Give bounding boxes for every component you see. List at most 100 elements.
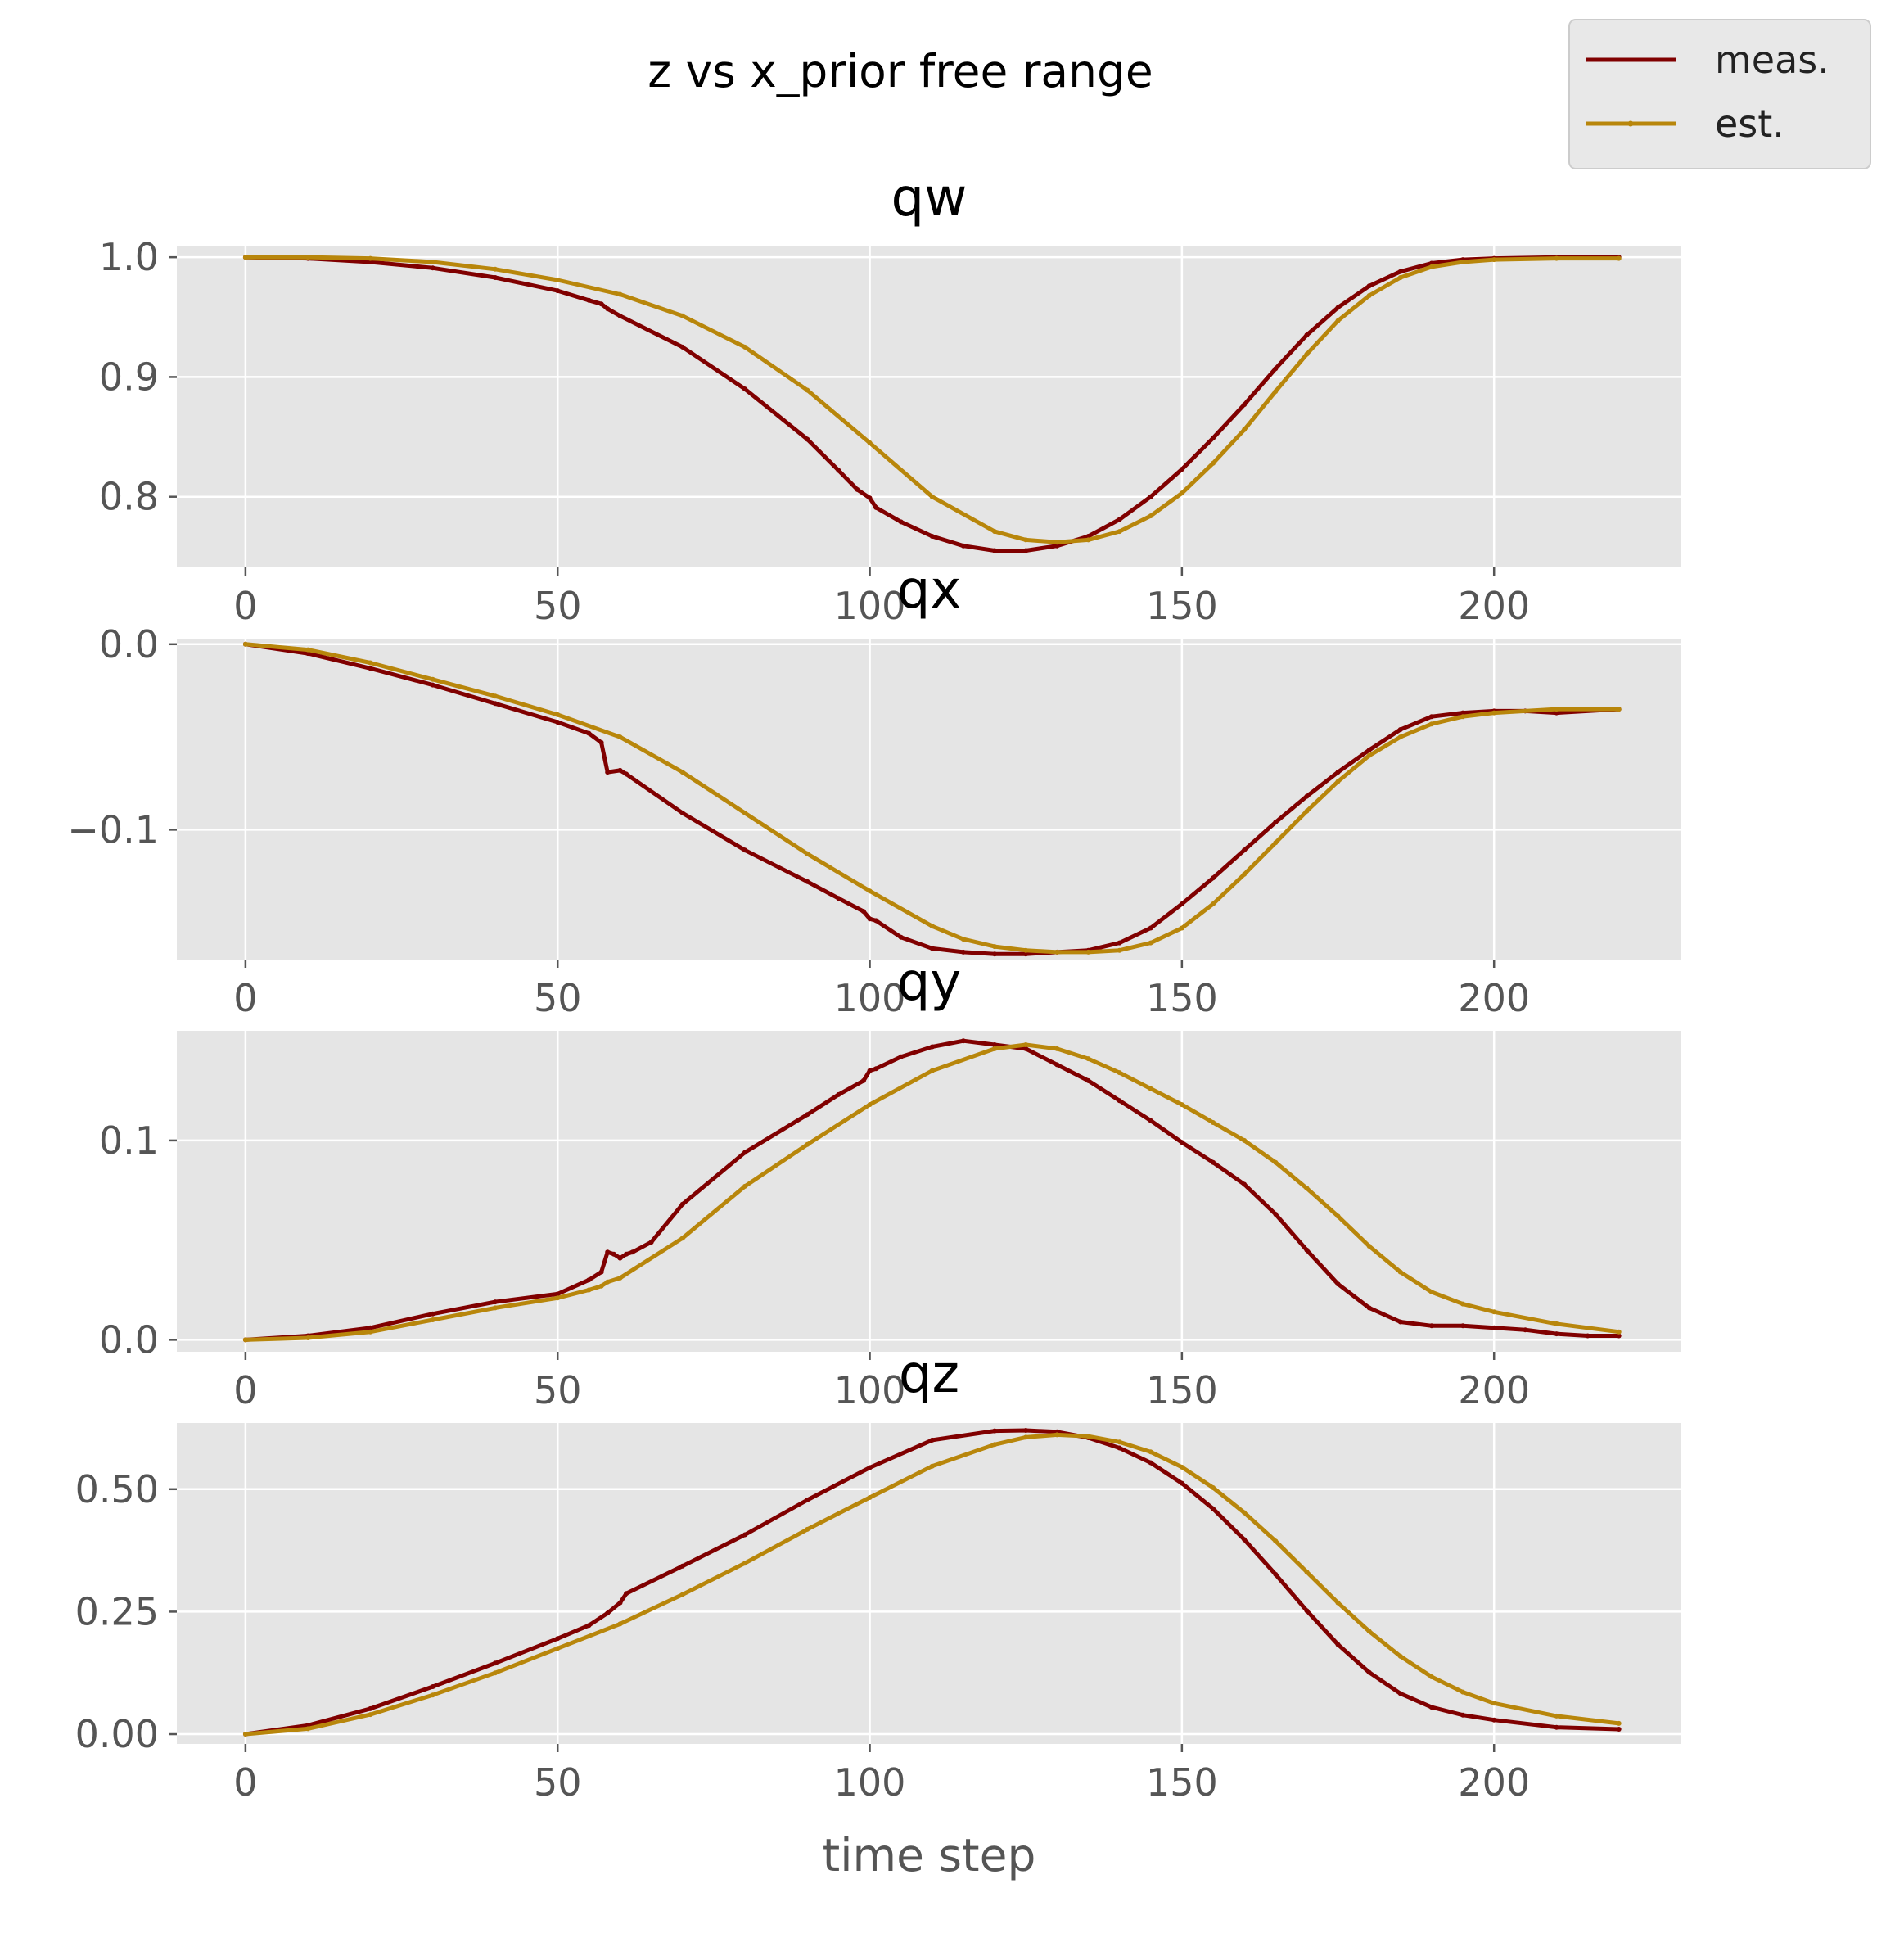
data-point-est [1054,1046,1060,1051]
data-point-est [679,313,685,318]
data-point-meas [898,1054,904,1059]
data-point-est [679,1592,685,1597]
x-tick-label: 150 [1146,976,1218,1020]
data-point-meas [929,534,935,539]
y-tick-label: 0.0 [99,622,159,666]
data-point-est [1335,1213,1341,1219]
data-point-est [430,1317,435,1322]
data-point-est [617,734,623,740]
data-point-meas [742,847,747,853]
data-point-meas [1616,1727,1622,1732]
data-point-meas [1460,1323,1466,1329]
data-point-meas [586,1277,592,1283]
data-point-est [1117,947,1122,953]
data-point-est [493,1670,498,1676]
data-point-est [1211,1120,1216,1125]
data-point-est [1242,427,1248,432]
x-tick-label: 100 [834,976,906,1020]
data-point-est [1117,1070,1122,1076]
data-point-meas [742,1532,747,1538]
data-point-est [1242,1510,1248,1516]
data-point-meas [1148,1460,1153,1466]
data-point-meas [1242,847,1248,853]
legend-box [1568,19,1871,169]
data-point-est [617,1621,623,1627]
data-point-est [1491,710,1497,716]
x-tick-label: 50 [534,1760,582,1805]
data-point-est [1273,1538,1279,1544]
data-point-est [1273,389,1279,394]
data-point-est [1460,260,1466,264]
data-point-est [1428,1674,1434,1679]
data-point-est [1085,1434,1091,1439]
data-point-est [1491,257,1497,263]
data-point-meas [605,770,611,775]
data-point-meas [929,946,935,951]
data-point-est [1397,1653,1403,1659]
series-line-meas [243,1428,1622,1737]
data-point-meas [867,916,873,922]
data-point-est [867,440,873,445]
data-point-meas [1460,710,1466,716]
data-point-meas [555,720,561,725]
data-point-est [1554,707,1559,712]
x-axis-label: time step [823,1829,1036,1882]
data-point-est [1428,264,1434,269]
data-point-est [1335,318,1341,323]
data-point-est [1616,1329,1622,1335]
series-qy [242,1038,1622,1343]
data-point-meas [624,1591,629,1597]
data-point-est [867,1102,873,1108]
y-tick-label: 0.9 [99,355,159,399]
data-point-est [1304,351,1310,357]
data-point-est [1148,1086,1153,1091]
data-point-meas [1428,260,1434,266]
data-point-meas [1554,1724,1559,1730]
data-point-meas [305,651,311,657]
data-point-est [305,647,311,653]
data-point-est [368,255,373,261]
data-point-meas [1366,283,1372,289]
data-point-meas [855,486,860,492]
data-point-meas [992,1428,998,1434]
data-point-est [929,1463,935,1469]
x-tick-label: 150 [1146,1760,1218,1805]
data-point-meas [1304,332,1310,338]
data-point-est [1304,1186,1310,1191]
data-point-est [1491,1701,1497,1706]
data-point-meas [992,1042,998,1047]
data-point-meas [1428,1705,1434,1710]
data-point-est [617,291,623,297]
series-qz [242,1428,1622,1737]
data-point-est [1366,1244,1372,1249]
data-point-meas [1554,1331,1559,1337]
data-point-est [1616,255,1622,261]
data-point-meas [1117,940,1122,946]
data-point-est [430,676,435,682]
x-tick-label: 150 [1146,584,1218,628]
data-point-est [1148,513,1153,519]
data-point-meas [836,896,841,901]
data-point-meas [960,1038,966,1044]
data-point-meas [1117,1098,1122,1104]
data-point-meas [368,1325,373,1330]
data-point-meas [1148,1118,1153,1123]
data-point-est [1023,1042,1029,1047]
data-point-meas [873,1066,879,1072]
data-point-est [1148,1449,1153,1455]
ticks-qx: 0 50 100 150 200 0.0 −0.1 [67,622,1530,1020]
legend-label-est: est. [1715,102,1784,146]
data-point-meas [867,1465,873,1470]
data-point-meas [430,682,435,688]
data-point-meas [805,1112,810,1118]
y-tick-label: 1.0 [99,235,159,279]
data-point-est [805,1526,810,1532]
data-point-meas [430,1684,435,1689]
data-point-est [1179,1102,1184,1108]
data-point-est [605,1279,611,1285]
data-point-est [992,1046,998,1051]
data-point-meas [605,1610,611,1616]
data-point-meas [1304,793,1310,799]
data-point-meas [992,951,998,957]
data-point-est [1054,949,1060,955]
